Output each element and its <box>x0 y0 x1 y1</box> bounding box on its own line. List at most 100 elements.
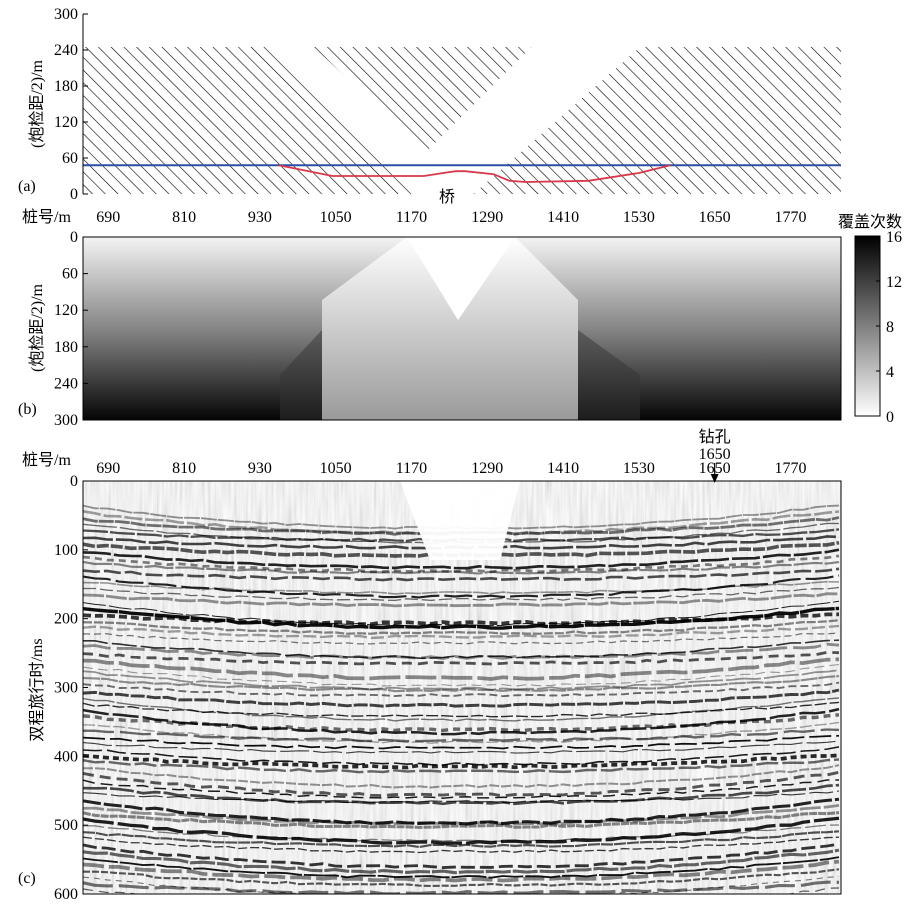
colorbar-tick-label: 4 <box>886 364 894 381</box>
y-tick-label-a: 0 <box>70 186 78 203</box>
x-tick-label-a: 930 <box>248 209 272 226</box>
y-tick-label-b: 180 <box>54 339 78 356</box>
reflector <box>83 669 840 691</box>
colorbar-tick-label: 12 <box>886 274 902 291</box>
bridge-label-bg <box>434 186 464 208</box>
y-tick-label-c: 400 <box>54 748 78 765</box>
x-tick-label-c: 690 <box>96 460 120 477</box>
y-tick-label-c: 600 <box>54 886 78 903</box>
x-tick-label-c: 930 <box>248 460 272 477</box>
no-data-gap <box>400 481 520 560</box>
y-tick-label-b: 0 <box>70 229 78 246</box>
panel-label-a: (a) <box>18 178 36 195</box>
y-ticks-b: 0 60 120 180 240 300 <box>54 229 88 429</box>
y-axis-label-a: (炮检距/2)/m <box>28 59 46 148</box>
reflector <box>83 663 840 687</box>
y-ticks-c: 0 100 200 300 400 500 600 <box>54 473 88 903</box>
reflector <box>83 856 840 879</box>
reflector <box>83 560 840 575</box>
borehole-label: 钻孔 <box>699 428 731 446</box>
coverage-gap <box>407 237 515 320</box>
reflector <box>83 728 840 743</box>
hatch-left <box>83 47 418 194</box>
reflector <box>83 632 840 645</box>
x-tick-label-a: 1530 <box>623 209 655 226</box>
x-tick-label-c: 1530 <box>623 460 655 477</box>
x-tick-label-c: 1770 <box>774 460 806 477</box>
x-tick-label-a: 1290 <box>471 209 503 226</box>
reflector <box>83 830 840 849</box>
colorbar-tick-label: 0 <box>886 409 894 426</box>
reflector <box>83 675 840 693</box>
x-tick-label-c: 1290 <box>471 460 503 477</box>
y-axis-label-b: (炮检距/2)/m <box>28 283 46 372</box>
y-tick-label-c: 300 <box>54 680 78 697</box>
reflector <box>83 848 840 875</box>
reflector <box>83 701 840 718</box>
reflector <box>83 681 840 698</box>
reflector <box>83 642 840 660</box>
reflector <box>83 619 840 635</box>
colorbar-tick-label: 16 <box>886 229 902 246</box>
reflector <box>83 567 840 582</box>
coverage-center-light <box>322 237 578 420</box>
reflector <box>83 824 840 842</box>
y-tick-label-a: 300 <box>54 6 78 23</box>
x-tick-label-a: 1050 <box>320 209 352 226</box>
x-tick-label-a: 810 <box>172 209 196 226</box>
reflector <box>83 688 840 708</box>
x-tick-label-c: 1050 <box>320 460 352 477</box>
reflector <box>83 764 840 789</box>
y-tick-label-c: 0 <box>70 473 78 490</box>
x-ticks-c: 690 810 930 1050 1170 1290 1410 1530 1650 1770 <box>96 460 806 477</box>
coverage-map <box>83 237 841 420</box>
y-tick-label-a: 120 <box>54 114 78 131</box>
colorbar-ticks: 0 4 8 12 16 <box>876 229 902 426</box>
reflector <box>83 811 840 829</box>
colorbar-title: 覆盖次数 <box>838 213 902 231</box>
panel-c: 0 100 200 300 400 500 600 690 810 930 1050 1170 129… <box>18 428 842 907</box>
reflector <box>83 624 840 640</box>
colorbar <box>854 235 881 417</box>
reflector <box>83 836 840 854</box>
reflector <box>83 804 840 826</box>
panel-a: 0 60 120 180 240 300 690 810 930 1050 1170 1290 141… <box>18 6 841 226</box>
y-axis-label-c: 双程旅行时/ms <box>28 638 46 741</box>
reflector <box>83 734 840 750</box>
bridge-label: 桥 <box>439 188 455 206</box>
y-tick-label-b: 60 <box>62 266 78 283</box>
reflector <box>83 612 840 627</box>
reflector <box>83 746 840 766</box>
reflector <box>83 586 840 602</box>
y-tick-label-b: 300 <box>54 412 78 429</box>
reflector <box>83 740 840 754</box>
borehole-station: 1650 <box>699 446 731 463</box>
reflector <box>83 880 840 894</box>
reflector <box>83 580 840 595</box>
x-tick-label-a: 690 <box>96 209 120 226</box>
reflector <box>83 896 839 907</box>
reflector <box>83 779 839 799</box>
y-tick-label-c: 500 <box>54 817 78 834</box>
coverage-step-right <box>578 330 640 420</box>
y-tick-label-a: 240 <box>54 42 78 59</box>
x-tick-label-a: 1170 <box>396 209 427 226</box>
x-tick-label-a: 1650 <box>699 209 731 226</box>
y-ticks-a: 0 60 120 180 240 300 <box>54 6 88 203</box>
reflector <box>83 713 840 733</box>
x-tick-label-c: 1170 <box>396 460 427 477</box>
reflector <box>83 721 840 744</box>
y-tick-label-c: 100 <box>54 542 78 559</box>
y-tick-label-c: 200 <box>54 611 78 628</box>
red-line <box>278 164 671 183</box>
series-lines <box>83 164 841 183</box>
y-tick-label-a: 60 <box>62 150 78 167</box>
panel-label-b: (b) <box>18 401 37 418</box>
panel-label-c: (c) <box>18 870 36 887</box>
x-ticks-a: 690 810 930 1050 1170 1290 1410 1530 1650 1770 <box>96 209 806 226</box>
reflector <box>83 657 840 681</box>
x-axis-label-c: 桩号/m <box>22 451 71 469</box>
reflector <box>83 859 840 883</box>
reflector <box>83 790 840 804</box>
